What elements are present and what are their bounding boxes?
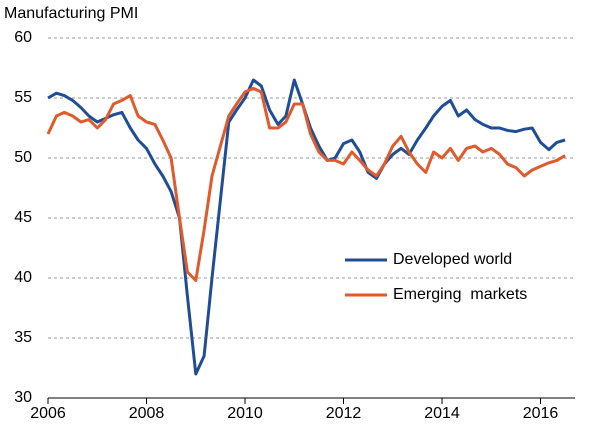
y-tick-label: 45 (14, 209, 32, 226)
x-tick-label: 2006 (30, 405, 66, 422)
y-tick-label: 50 (14, 149, 32, 166)
y-tick-label: 55 (14, 89, 32, 106)
y-tick-label: 35 (14, 329, 32, 346)
y-tick-label: 60 (14, 29, 32, 46)
legend-label: Developed world (393, 251, 512, 268)
y-tick-label: 30 (14, 389, 32, 406)
legend-label: Emerging markets (393, 286, 527, 303)
x-tick-label: 2012 (326, 405, 362, 422)
x-tick-label: 2016 (523, 405, 559, 422)
y-axis-title: Manufacturing PMI (4, 5, 138, 22)
x-tick-label: 2010 (227, 405, 263, 422)
y-tick-label: 40 (14, 269, 32, 286)
x-tick-label: 2008 (129, 405, 165, 422)
line-series (46, 86, 566, 282)
x-tick-label: 2014 (424, 405, 460, 422)
